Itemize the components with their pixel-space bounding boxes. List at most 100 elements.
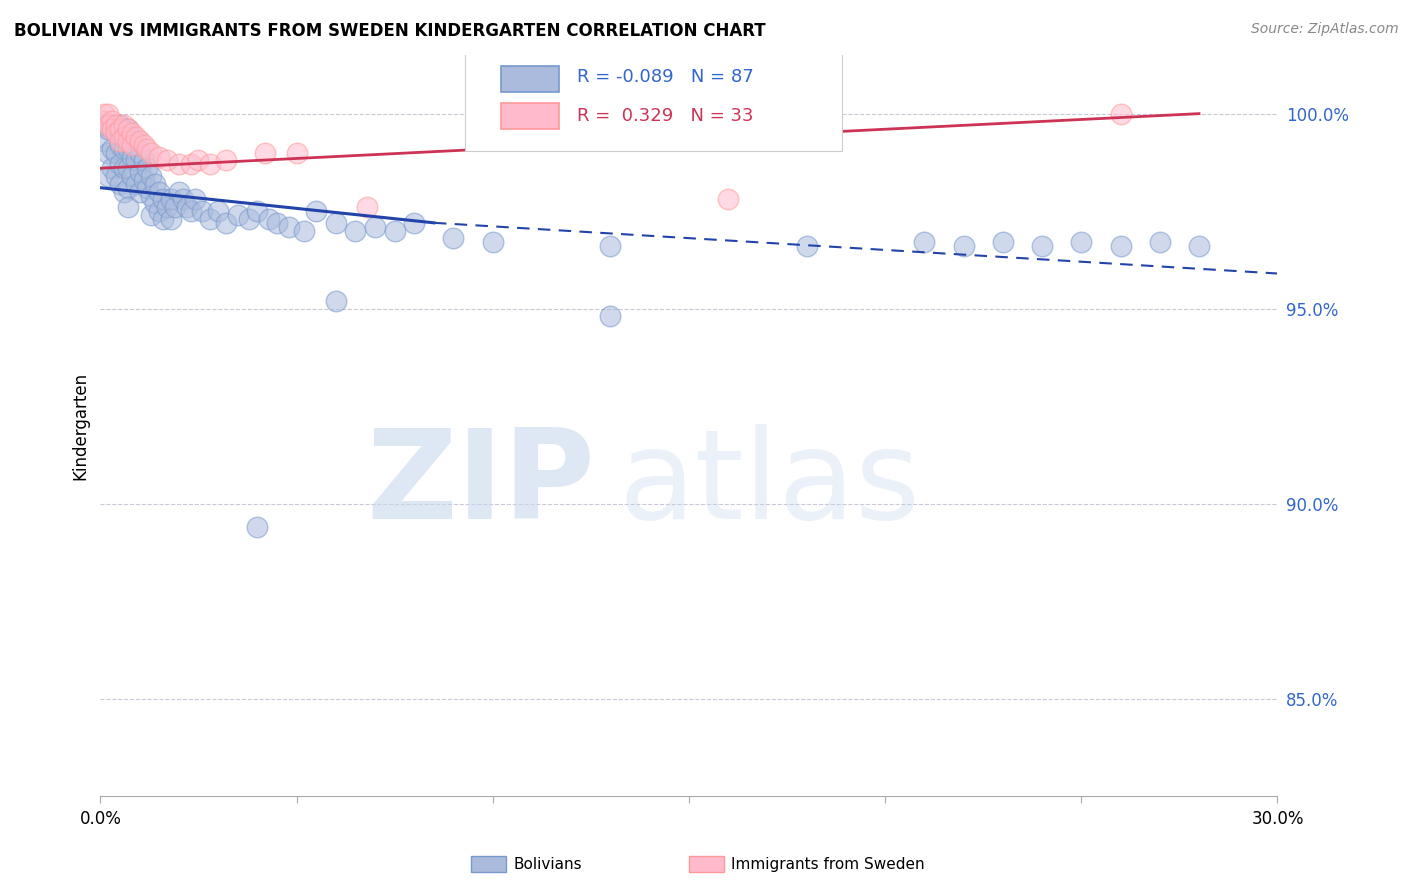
Point <box>156 200 179 214</box>
Point <box>356 200 378 214</box>
Point <box>117 200 139 214</box>
Point <box>148 149 170 163</box>
Text: Immigrants from Sweden: Immigrants from Sweden <box>731 857 925 871</box>
Point <box>141 145 163 160</box>
Point <box>101 161 124 176</box>
Point <box>152 211 174 226</box>
Bar <box>501 103 560 129</box>
Point <box>101 122 124 136</box>
Point <box>207 204 229 219</box>
Text: R = -0.089   N = 87: R = -0.089 N = 87 <box>576 69 754 87</box>
Point <box>124 134 146 148</box>
Point <box>599 239 621 253</box>
Point <box>97 169 120 183</box>
Point <box>285 145 308 160</box>
Point <box>160 211 183 226</box>
Point <box>148 204 170 219</box>
Point <box>404 216 426 230</box>
Point <box>364 219 387 234</box>
Point <box>344 224 367 238</box>
Point <box>112 122 135 136</box>
Point <box>167 185 190 199</box>
Point <box>112 119 135 133</box>
Point <box>226 208 249 222</box>
Point <box>200 157 222 171</box>
Point <box>143 196 166 211</box>
Point <box>325 216 347 230</box>
Point <box>200 211 222 226</box>
Point <box>117 180 139 194</box>
Point <box>121 130 143 145</box>
Text: R =  0.329   N = 33: R = 0.329 N = 33 <box>576 107 754 125</box>
Point <box>112 130 135 145</box>
Point <box>105 126 128 140</box>
Point <box>108 137 131 152</box>
Text: ZIP: ZIP <box>366 425 595 545</box>
Point <box>141 208 163 222</box>
Point <box>97 106 120 120</box>
Point <box>105 119 128 133</box>
Point <box>156 153 179 168</box>
Point <box>108 157 131 171</box>
Point <box>124 177 146 191</box>
Point <box>101 114 124 128</box>
Point <box>93 106 115 120</box>
Point <box>717 193 740 207</box>
Point <box>167 157 190 171</box>
Point <box>1109 106 1132 120</box>
Point <box>163 200 186 214</box>
Bar <box>501 66 560 92</box>
Point <box>105 126 128 140</box>
Point <box>93 114 115 128</box>
Point <box>124 153 146 168</box>
Point <box>132 173 155 187</box>
Point <box>1070 235 1092 250</box>
Point <box>292 224 315 238</box>
Point <box>481 235 503 250</box>
Point <box>238 211 260 226</box>
Point <box>121 137 143 152</box>
Point <box>101 142 124 156</box>
Point <box>443 231 465 245</box>
Point <box>117 134 139 148</box>
Point <box>117 161 139 176</box>
Point <box>141 169 163 183</box>
Point <box>796 239 818 253</box>
Point <box>325 293 347 308</box>
Point <box>112 185 135 199</box>
Point <box>108 119 131 133</box>
Point <box>1031 239 1053 253</box>
Point <box>599 310 621 324</box>
Point <box>97 119 120 133</box>
Text: BOLIVIAN VS IMMIGRANTS FROM SWEDEN KINDERGARTEN CORRELATION CHART: BOLIVIAN VS IMMIGRANTS FROM SWEDEN KINDE… <box>14 22 766 40</box>
Point <box>266 216 288 230</box>
Point <box>257 211 280 226</box>
Point <box>117 122 139 136</box>
Point <box>121 149 143 163</box>
Point <box>148 185 170 199</box>
Point <box>93 134 115 148</box>
Point <box>991 235 1014 250</box>
Point <box>93 119 115 133</box>
Point <box>1109 239 1132 253</box>
Point <box>136 161 159 176</box>
Point <box>141 188 163 202</box>
Text: Source: ZipAtlas.com: Source: ZipAtlas.com <box>1251 22 1399 37</box>
Point <box>160 193 183 207</box>
Point <box>128 185 150 199</box>
Point <box>117 142 139 156</box>
Point <box>215 216 238 230</box>
Point <box>132 137 155 152</box>
Point <box>128 145 150 160</box>
Point <box>176 200 198 214</box>
Point <box>108 134 131 148</box>
Point <box>187 153 209 168</box>
Point <box>180 157 202 171</box>
Point <box>97 122 120 136</box>
Point <box>277 219 299 234</box>
Point <box>117 122 139 136</box>
Point <box>180 204 202 219</box>
Text: Bolivians: Bolivians <box>513 857 582 871</box>
Point <box>108 177 131 191</box>
Point <box>128 165 150 179</box>
